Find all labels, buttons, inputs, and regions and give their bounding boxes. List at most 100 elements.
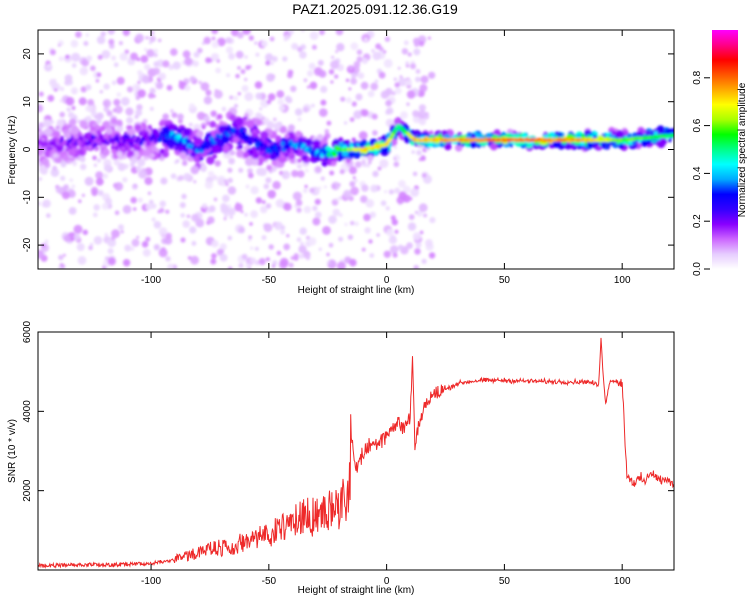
heat-cell	[107, 238, 117, 248]
heat-cell	[238, 263, 244, 269]
heat-cell	[402, 185, 411, 194]
heat-cell	[87, 99, 95, 106]
heat-cell	[415, 242, 422, 248]
heat-cell	[351, 101, 357, 107]
heat-cell	[222, 194, 230, 203]
heat-cell	[244, 77, 248, 82]
heat-cell	[391, 219, 398, 226]
heat-cell	[361, 247, 366, 252]
heat-cell	[353, 110, 363, 119]
heat-cell	[134, 124, 142, 131]
heat-cell	[345, 78, 350, 83]
heat-cell	[201, 203, 208, 209]
heat-cell	[122, 259, 131, 267]
heat-cell	[321, 146, 326, 152]
heat-cell	[280, 225, 286, 230]
heat-cell	[261, 40, 268, 48]
heat-cell	[70, 39, 79, 48]
heat-cell	[211, 240, 219, 248]
heat-cell	[62, 191, 70, 200]
heat-cell	[235, 73, 240, 79]
heat-cell	[380, 200, 387, 206]
heat-cell	[142, 248, 151, 257]
heat-cell	[377, 137, 382, 141]
heat-cell	[378, 71, 386, 79]
heat-cell	[180, 213, 185, 218]
y-tick-label: 2000	[22, 479, 33, 502]
heat-cell	[244, 157, 254, 166]
heat-cell	[245, 184, 250, 189]
heat-cell	[82, 229, 89, 235]
heat-cell	[628, 140, 633, 146]
heat-cell	[190, 255, 200, 265]
heat-cell	[303, 188, 308, 194]
heat-cell	[265, 53, 274, 62]
heat-cell	[266, 99, 272, 105]
heat-cell	[356, 49, 363, 55]
heat-cell	[374, 79, 379, 84]
heat-cell	[350, 42, 359, 51]
heat-cell	[76, 243, 85, 252]
heat-cell	[138, 169, 148, 179]
heat-cell	[393, 117, 402, 126]
heat-cell	[564, 142, 572, 150]
heat-cell	[102, 173, 109, 179]
heat-cell	[191, 241, 197, 246]
heat-cell	[422, 173, 427, 178]
heat-cell	[323, 185, 327, 189]
heat-cell	[360, 195, 368, 203]
heat-cell	[411, 150, 416, 154]
heat-cell	[409, 197, 413, 201]
heat-cell	[92, 212, 98, 218]
heat-cell	[361, 160, 366, 165]
heat-cell	[653, 131, 658, 136]
heat-cell	[201, 145, 206, 151]
heat-cell	[310, 157, 315, 163]
heat-cell	[410, 63, 416, 70]
heat-cell	[271, 166, 277, 172]
spectrogram-y-ticks: -20 -10 0 10 20	[22, 48, 674, 252]
heat-cell	[137, 158, 146, 167]
heat-cell	[149, 35, 156, 43]
heat-cell	[412, 232, 422, 241]
heat-cell	[68, 190, 76, 198]
heat-cell	[242, 30, 251, 35]
heat-cell	[149, 152, 155, 159]
heat-cell	[250, 210, 258, 219]
heat-cell	[423, 213, 428, 218]
heat-cell	[60, 175, 66, 181]
heat-cell	[68, 111, 75, 119]
heat-cell	[272, 260, 278, 266]
heat-cell	[398, 77, 407, 87]
heat-cell	[212, 174, 218, 181]
heat-cell	[71, 184, 76, 189]
heat-cell	[398, 180, 406, 188]
heat-cell	[145, 36, 149, 40]
heat-cell	[170, 109, 174, 113]
heat-cell	[143, 149, 151, 157]
heat-cell	[125, 107, 134, 116]
heat-cell	[314, 211, 322, 219]
heat-cell	[332, 152, 337, 158]
heat-cell	[383, 58, 393, 68]
heat-cell	[470, 133, 476, 139]
heat-cell	[71, 63, 77, 68]
heat-cell	[157, 210, 161, 214]
heat-cell	[304, 184, 308, 189]
heat-cell	[146, 49, 155, 58]
heat-cell	[413, 48, 421, 56]
heat-cell	[368, 239, 373, 244]
heat-cell	[153, 48, 158, 54]
heat-cell	[205, 89, 212, 96]
y-tick-label: 0	[22, 146, 33, 152]
heat-cell	[228, 266, 233, 269]
heat-cell	[149, 106, 154, 111]
heat-cell	[277, 98, 284, 106]
heat-cell	[189, 226, 197, 234]
heat-cell	[38, 177, 43, 181]
heat-cell	[200, 82, 210, 91]
heat-cell	[416, 210, 423, 217]
heat-cell	[265, 177, 272, 184]
x-tick-label: 0	[384, 275, 390, 286]
heat-cell	[160, 177, 168, 185]
